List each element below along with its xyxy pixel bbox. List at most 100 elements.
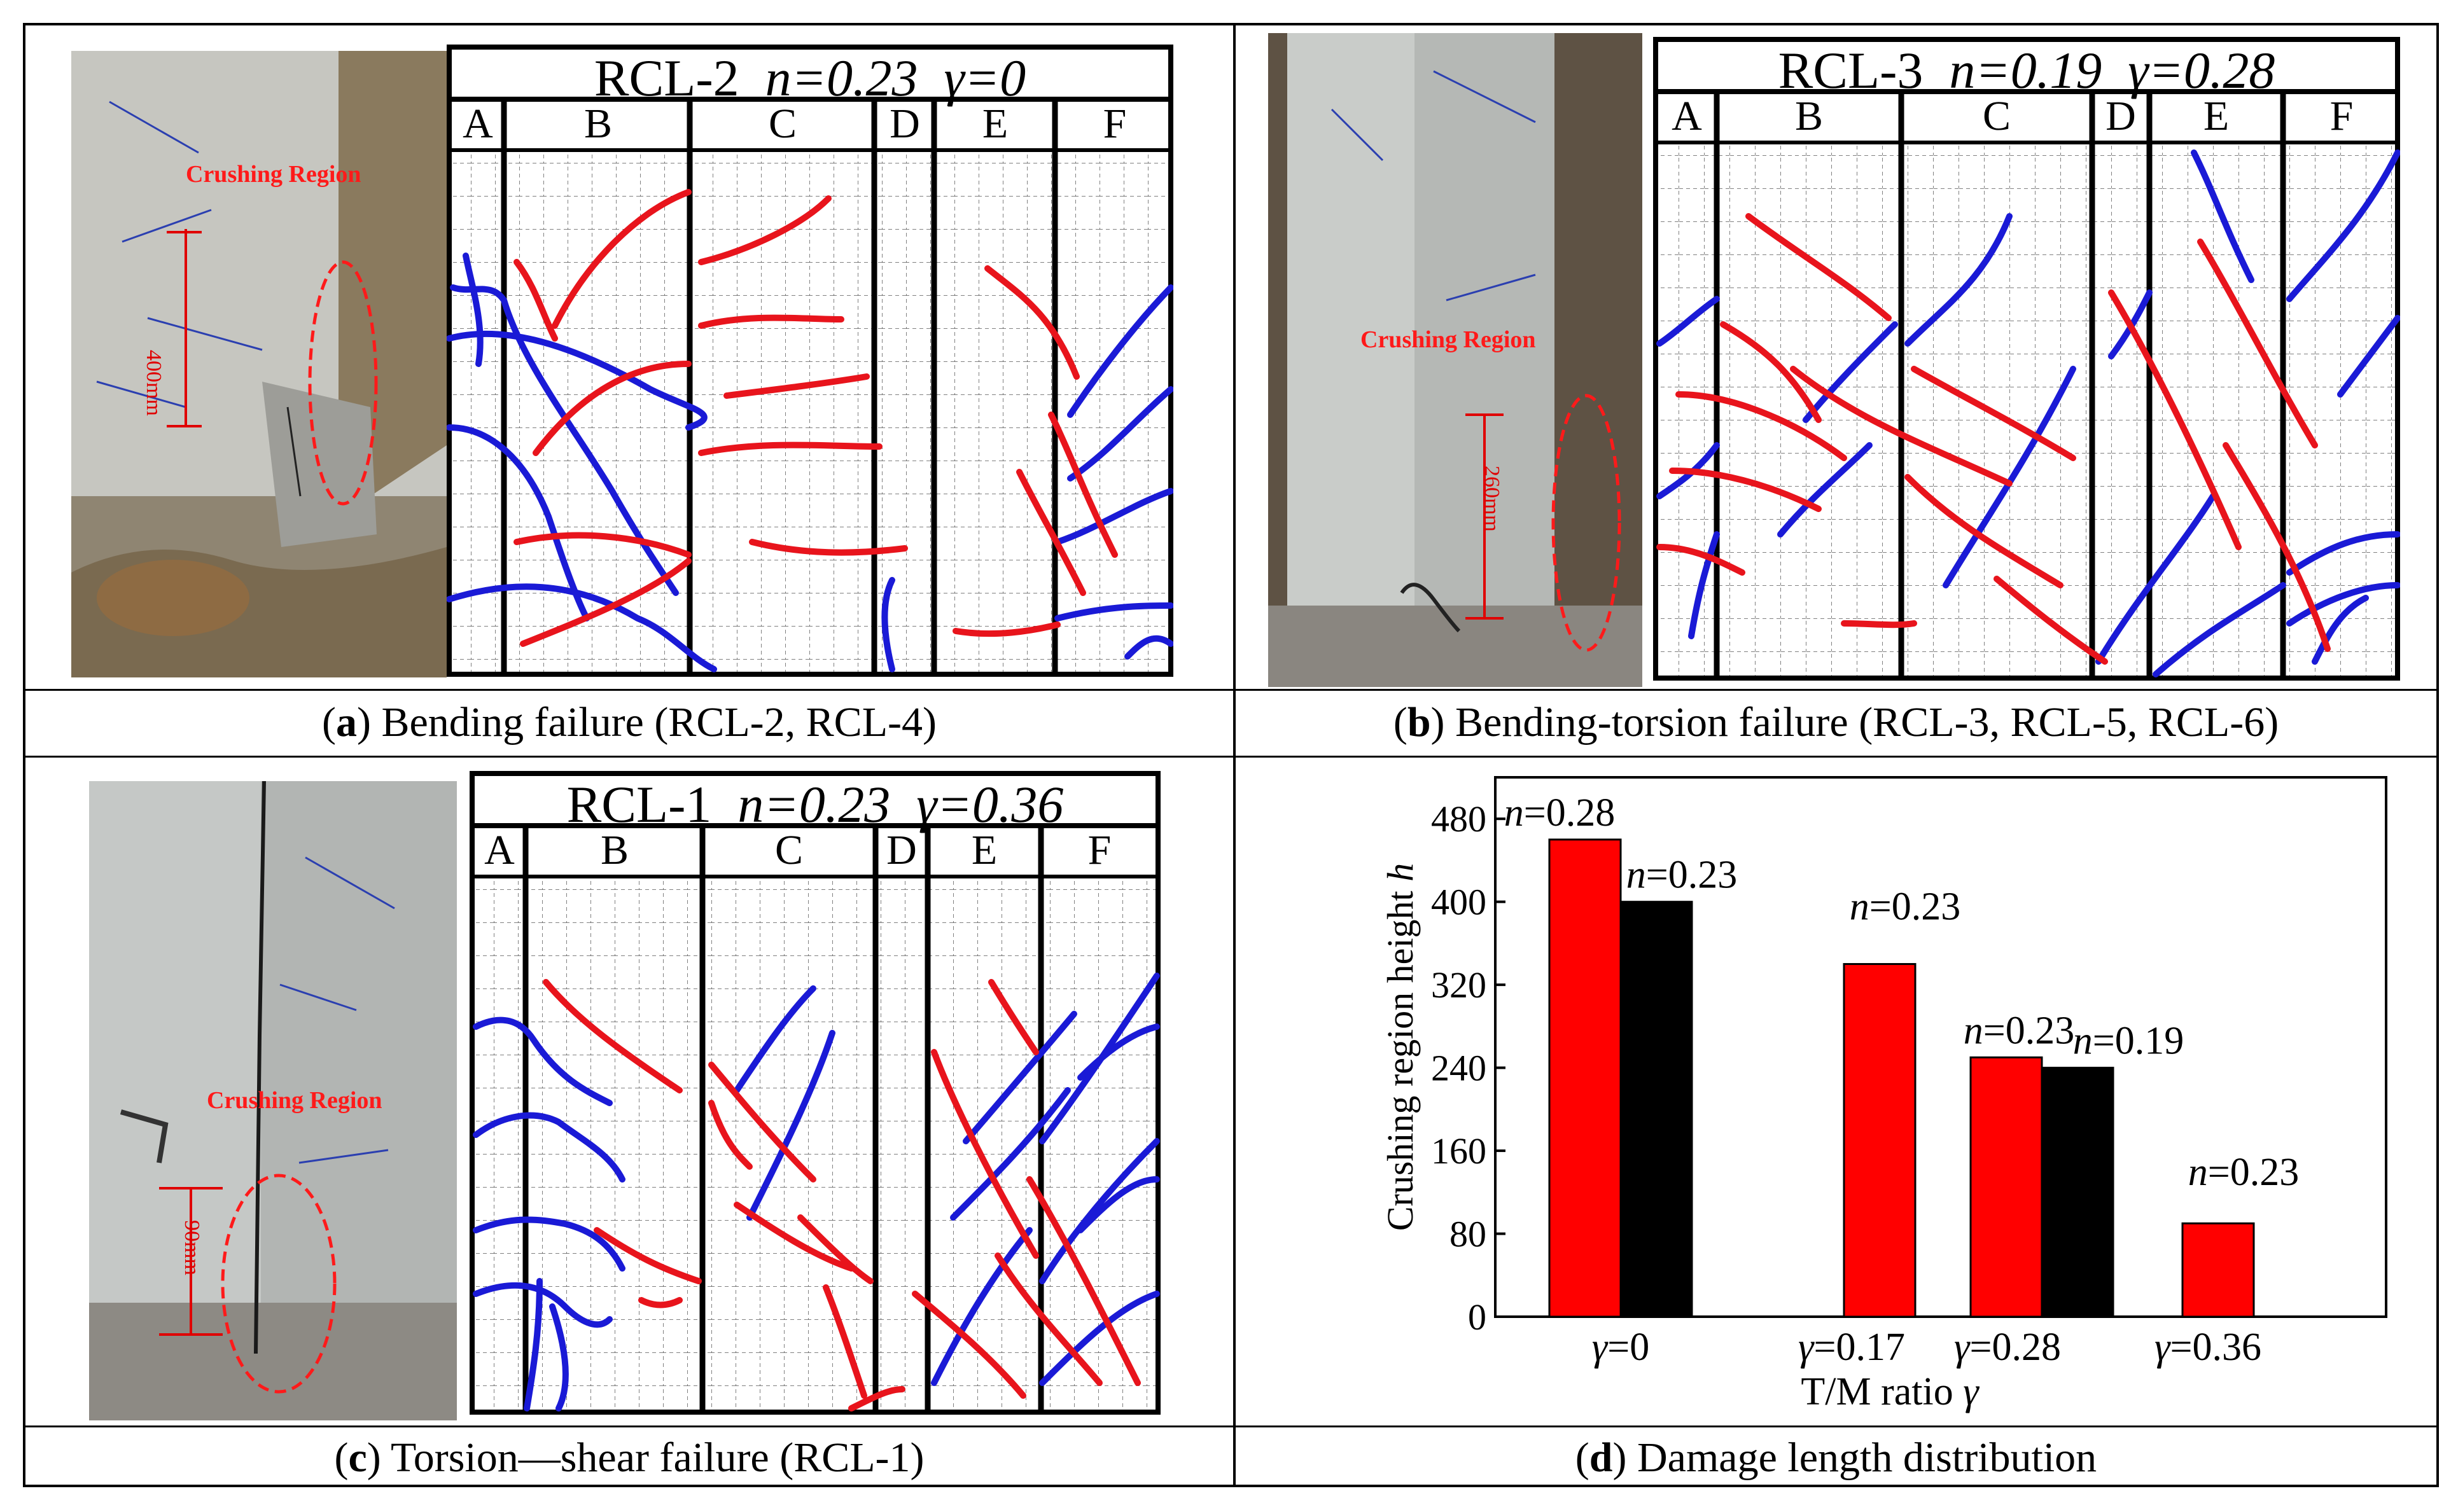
crack-c-blue-8 — [746, 1030, 835, 1221]
crack-c-blue-15 — [1039, 1291, 1160, 1386]
crack-c-blue-10 — [963, 1011, 1077, 1144]
y-axis-title: Crushing region height h — [1379, 863, 1421, 1231]
crack-c-blue-6 — [549, 1303, 569, 1411]
crack-panel-c-n: n=0.23 — [737, 775, 891, 833]
crack-a-col-F: F — [1103, 101, 1127, 147]
crack-c-col-D: D — [886, 827, 917, 873]
crack-a-red-12 — [984, 265, 1080, 380]
crack-b-blue-13 — [2286, 531, 2400, 576]
crack-c-blue-13 — [950, 1087, 1071, 1221]
frame-top — [23, 23, 2439, 25]
crack-b-col-B: B — [1794, 93, 1824, 139]
crack-a-blue-5 — [463, 253, 484, 367]
y-tick-label: 240 — [1431, 1048, 1486, 1089]
frame-bottom — [23, 1485, 2439, 1487]
crack-c-red-2 — [594, 1227, 702, 1284]
photo-c-image — [89, 781, 457, 1420]
crack-panel-b-name: RCL-3 — [1778, 41, 1924, 99]
crack-a-red-4 — [513, 532, 692, 558]
crack-c-col-C: C — [774, 827, 804, 873]
bar-label-0: n=0.28 — [1504, 791, 1615, 835]
crack-b-red-2 — [1669, 468, 1822, 512]
frame-row1-caption — [23, 689, 2439, 691]
crack-panel-c-name: RCL-1 — [566, 775, 712, 833]
crack-c-col-E: E — [971, 827, 998, 873]
crack-c-red-5 — [708, 1100, 753, 1170]
crack-panel-a-name: RCL-2 — [594, 49, 739, 107]
crack-a-blue-10 — [1124, 635, 1173, 660]
caption-c-text: Torsion—shear failure (RCL-1) — [381, 1434, 925, 1481]
y-tick-label: 400 — [1431, 882, 1486, 923]
crack-c-col-A: A — [484, 827, 515, 873]
crack-c-blue-9 — [931, 1227, 1033, 1386]
photo-b-crushing-label: Crushing Region — [1360, 326, 1536, 353]
crack-c-red-11 — [988, 979, 1039, 1055]
crack-c-blue-16 — [1077, 1023, 1160, 1081]
crack-b-red-3 — [1675, 391, 1847, 461]
photo-b-markup — [1465, 394, 1621, 652]
crack-panel-b-gamma: γ=0.28 — [2128, 41, 2275, 99]
crack-a-red-11 — [953, 621, 1061, 637]
x-category-label: γ=0.28 — [1954, 1326, 2061, 1369]
crack-a-col-C: C — [768, 101, 797, 147]
crack-panel-b-title: RCL-3 n=0.19 γ=0.28 — [1653, 37, 2400, 97]
crack-a-blue-8 — [1054, 488, 1173, 545]
caption-a: (a) Bending failure (RCL-2, RCL-4) — [322, 699, 937, 746]
caption-b-text: Bending-torsion failure (RCL-3, RCL-5, R… — [1444, 699, 2279, 746]
photo-c-markup — [159, 1174, 337, 1394]
y-tick-label: 160 — [1431, 1130, 1486, 1172]
frame-row1-end — [23, 756, 2439, 758]
caption-d-letter: d — [1589, 1434, 1613, 1481]
crack-b-red-9 — [1994, 576, 2108, 665]
frame-center — [1233, 23, 1236, 1487]
caption-a-letter: a — [335, 699, 357, 746]
crack-a-red-3 — [533, 361, 692, 456]
bar-4 — [2041, 1067, 2114, 1318]
crack-b-blue-6 — [1904, 213, 2013, 347]
crack-b-red-11 — [2197, 239, 2318, 448]
crack-a-blue-9 — [1054, 602, 1173, 621]
crack-b-red-8 — [1911, 366, 2076, 461]
crack-c-blue-11 — [1039, 1138, 1160, 1284]
crack-c-red-14 — [912, 1291, 1026, 1399]
crack-a-col-D: D — [890, 101, 920, 147]
photo-a-dimension: 400mm — [142, 350, 165, 416]
photo-a-image — [71, 51, 447, 677]
crack-b-red-7 — [1904, 474, 2063, 588]
bar-1 — [1619, 901, 1693, 1318]
crack-a-red-7 — [698, 195, 832, 265]
caption-d-text: Damage length distribution — [1626, 1434, 2097, 1481]
crack-c-red-12 — [1026, 1176, 1141, 1386]
crack-panel-a-n: n=0.23 — [765, 49, 918, 107]
crack-c-blue-14 — [1077, 1176, 1160, 1233]
crack-b-red-5 — [1745, 213, 1892, 321]
photo-a: Crushing Region 400mm — [71, 51, 447, 677]
photo-b: Crushing Region 260mm — [1268, 33, 1642, 687]
crack-c-blue-4 — [473, 1282, 613, 1328]
crack-panel-a — [447, 97, 1173, 677]
x-axis-title: T/M ratio γ — [1801, 1370, 1980, 1413]
crack-a-red-8 — [698, 441, 883, 456]
bar-label-1: n=0.23 — [1626, 854, 1737, 897]
bar-5 — [2181, 1222, 2255, 1318]
crack-a-blue-4 — [447, 583, 717, 672]
crack-c-red-7 — [734, 1202, 855, 1272]
photo-a-crushing-label: Crushing Region — [186, 161, 361, 188]
crack-b-red-4 — [1720, 321, 1822, 423]
bar-label-5: n=0.23 — [2188, 1151, 2299, 1194]
crack-c-red-10 — [931, 1049, 1039, 1259]
crack-b-blue-15 — [2312, 595, 2369, 665]
crack-panel-a-title: RCL-2 n=0.23 γ=0 — [447, 45, 1173, 104]
caption-b-letter: b — [1407, 699, 1431, 746]
crack-c-col-F: F — [1087, 827, 1112, 873]
crack-panel-c-title: RCL-1 n=0.23 γ=0.36 — [470, 771, 1161, 831]
crack-c-red-4 — [708, 1062, 816, 1183]
x-category-label: γ=0 — [1592, 1326, 1649, 1369]
bar-label-3: n=0.23 — [1964, 1009, 2074, 1052]
crack-b-blue-9 — [2095, 493, 2216, 665]
crack-a-red-2 — [552, 189, 692, 329]
crack-b-col-E: E — [2203, 93, 2230, 139]
crack-c-blue-7 — [734, 985, 816, 1093]
crack-a-blue-7 — [1067, 386, 1173, 482]
